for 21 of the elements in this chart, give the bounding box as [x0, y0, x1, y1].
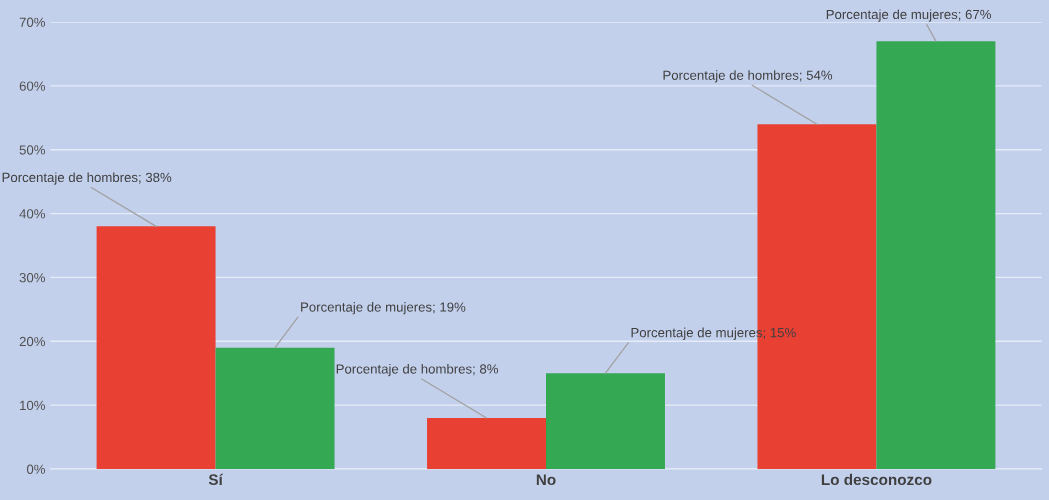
y-tick-label: 40%	[19, 209, 46, 219]
bar	[427, 417, 546, 469]
y-tick-label: 50%	[19, 145, 46, 155]
y-tick-label: 10%	[20, 400, 46, 411]
data-label: Porcentaje de mujeres; 67%	[826, 9, 992, 22]
y-tick-label: 60%	[19, 81, 46, 91]
data-label: Porcentaje de hombres; 38%	[2, 172, 172, 185]
y-tick-label: 20%	[19, 336, 46, 347]
y-tick-label: 70%	[19, 17, 46, 27]
bar	[96, 226, 216, 469]
x-tick-label: Lo desconozco	[821, 473, 932, 486]
y-tick-label: 30%	[19, 273, 46, 283]
bar	[215, 347, 335, 469]
x-tick-label: No	[536, 474, 556, 486]
y-tick-label: 0%	[26, 464, 46, 474]
data-label: Porcentaje de mujeres; 19%	[301, 302, 466, 315]
data-label: Porcentaje de hombres; 54%	[663, 70, 833, 83]
bar	[546, 373, 665, 469]
bar	[876, 41, 996, 469]
x-tick-label: Sí	[208, 473, 224, 486]
data-label: Porcentaje de hombres; 8%	[336, 363, 499, 377]
